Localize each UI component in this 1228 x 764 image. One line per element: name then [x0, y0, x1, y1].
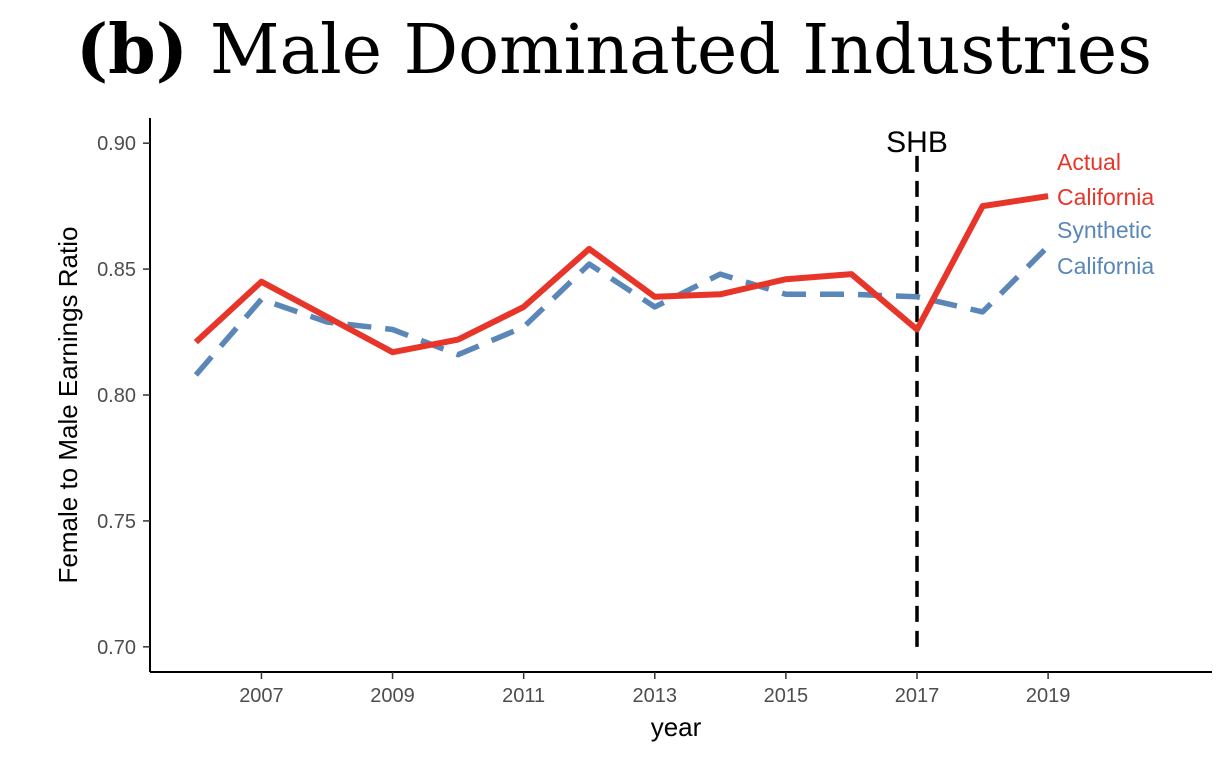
chart-title: (b) Male Dominated Industries [0, 10, 1228, 90]
x-tick-label: 2011 [502, 685, 545, 707]
x-tick-label: 2017 [895, 685, 940, 707]
actual-california-line [193, 193, 1049, 356]
x-tick-label: 2013 [633, 685, 678, 707]
y-tick-label: 0.80 [97, 385, 136, 407]
chart-title-text: Male Dominated Industries [209, 11, 1152, 90]
y-tick-label: 0.85 [97, 259, 136, 281]
y-tick-label: 0.90 [97, 133, 136, 155]
legend-actual-california-line2: California [1057, 184, 1154, 210]
y-axis-label: Female to Male Earnings Ratio [53, 227, 83, 584]
y-tick-label: 0.70 [97, 637, 136, 659]
x-tick-label: 2009 [370, 685, 415, 707]
y-tick-label: 0.75 [97, 511, 136, 533]
x-tick-label: 2019 [1026, 685, 1071, 707]
shb-annotation-label: SHB [886, 126, 948, 159]
x-tick-label: 2015 [764, 685, 809, 707]
x-axis-label: year [651, 712, 702, 742]
legend-actual-california-line1: Actual [1057, 149, 1121, 175]
synthetic-california-line [193, 244, 1051, 377]
legend-synthetic-california-line2: California [1057, 253, 1154, 279]
chart-panel-label: (b) [75, 10, 188, 90]
legend-synthetic-california-line1: Synthetic [1057, 217, 1152, 243]
x-tick-label: 2007 [239, 685, 284, 707]
